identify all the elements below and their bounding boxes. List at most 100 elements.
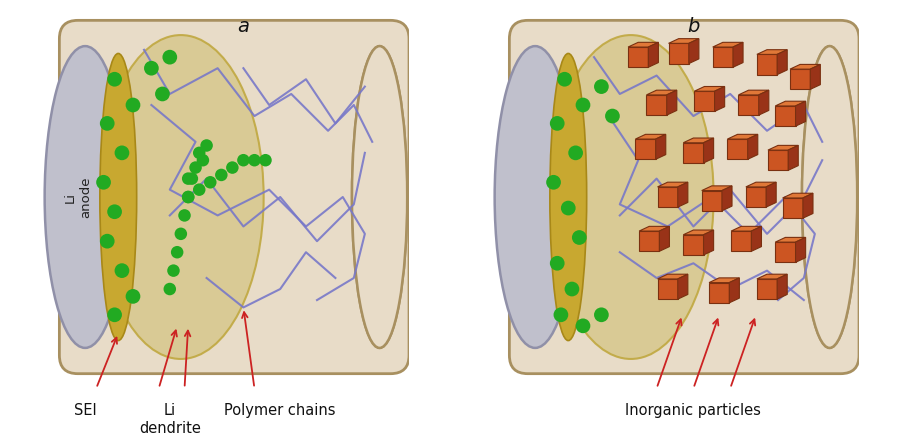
Ellipse shape <box>352 46 407 348</box>
Ellipse shape <box>550 54 587 340</box>
Polygon shape <box>727 134 758 139</box>
Polygon shape <box>746 187 766 207</box>
Circle shape <box>193 147 205 159</box>
Circle shape <box>126 289 140 304</box>
Polygon shape <box>768 145 798 150</box>
Polygon shape <box>694 91 715 111</box>
Polygon shape <box>628 47 648 67</box>
Ellipse shape <box>98 35 264 359</box>
Polygon shape <box>783 193 813 198</box>
Polygon shape <box>660 226 670 251</box>
Ellipse shape <box>802 46 857 348</box>
Polygon shape <box>694 87 724 91</box>
Polygon shape <box>678 274 688 299</box>
Polygon shape <box>731 231 752 251</box>
Polygon shape <box>775 237 806 242</box>
Polygon shape <box>757 55 777 74</box>
Circle shape <box>164 283 176 295</box>
Ellipse shape <box>548 35 714 359</box>
Circle shape <box>193 184 205 196</box>
Circle shape <box>557 72 572 87</box>
Text: Polymer chains: Polymer chains <box>224 403 336 418</box>
Polygon shape <box>757 274 788 279</box>
Text: b: b <box>688 16 699 36</box>
Polygon shape <box>796 101 806 126</box>
Polygon shape <box>658 279 678 299</box>
Polygon shape <box>704 230 714 255</box>
Circle shape <box>215 169 228 181</box>
Polygon shape <box>783 198 803 218</box>
Polygon shape <box>658 187 678 207</box>
FancyBboxPatch shape <box>59 20 409 374</box>
Polygon shape <box>722 186 732 211</box>
Polygon shape <box>639 231 660 251</box>
Circle shape <box>107 307 122 322</box>
Polygon shape <box>669 39 699 43</box>
Polygon shape <box>648 42 659 67</box>
Circle shape <box>96 175 111 190</box>
Polygon shape <box>752 226 761 251</box>
Circle shape <box>237 154 249 166</box>
Circle shape <box>189 162 202 174</box>
Circle shape <box>568 145 583 160</box>
Ellipse shape <box>100 54 137 340</box>
Polygon shape <box>788 145 798 170</box>
Circle shape <box>178 209 191 222</box>
Circle shape <box>201 139 213 152</box>
Circle shape <box>107 72 122 87</box>
Polygon shape <box>796 237 806 262</box>
Polygon shape <box>702 186 732 191</box>
Polygon shape <box>709 278 740 283</box>
Polygon shape <box>683 230 714 235</box>
FancyBboxPatch shape <box>509 20 859 374</box>
Circle shape <box>554 307 568 322</box>
Ellipse shape <box>352 46 407 348</box>
Circle shape <box>550 116 564 131</box>
Circle shape <box>182 191 194 203</box>
Circle shape <box>550 256 564 271</box>
Polygon shape <box>775 101 806 106</box>
Polygon shape <box>646 90 677 95</box>
Polygon shape <box>790 69 810 89</box>
Polygon shape <box>759 90 769 115</box>
Polygon shape <box>790 65 820 69</box>
Text: Li
dendrite: Li dendrite <box>139 403 201 433</box>
Circle shape <box>259 154 272 166</box>
Circle shape <box>546 175 561 190</box>
Polygon shape <box>704 138 714 163</box>
Polygon shape <box>810 65 820 89</box>
Polygon shape <box>803 193 813 218</box>
Polygon shape <box>688 39 699 64</box>
Text: Inorganic particles: Inorganic particles <box>626 403 761 418</box>
Polygon shape <box>713 42 743 47</box>
Circle shape <box>594 79 608 94</box>
Ellipse shape <box>45 46 126 348</box>
Polygon shape <box>746 182 776 187</box>
Circle shape <box>605 109 620 123</box>
Polygon shape <box>702 191 722 211</box>
Circle shape <box>107 204 122 219</box>
Polygon shape <box>775 106 796 126</box>
Polygon shape <box>777 274 788 299</box>
Circle shape <box>167 265 180 277</box>
Polygon shape <box>658 274 688 279</box>
Circle shape <box>197 154 209 166</box>
Polygon shape <box>739 95 759 115</box>
Circle shape <box>114 145 130 160</box>
Circle shape <box>175 228 187 240</box>
Circle shape <box>126 98 140 112</box>
Polygon shape <box>768 150 788 170</box>
Polygon shape <box>669 43 689 64</box>
Polygon shape <box>713 47 733 67</box>
Circle shape <box>576 98 590 112</box>
Ellipse shape <box>802 46 857 348</box>
Circle shape <box>100 116 114 131</box>
Circle shape <box>204 176 217 188</box>
Text: Li
anode: Li anode <box>64 176 92 218</box>
Circle shape <box>564 282 580 296</box>
Polygon shape <box>775 242 796 262</box>
Polygon shape <box>646 95 667 115</box>
Polygon shape <box>678 182 688 207</box>
Circle shape <box>576 319 590 333</box>
Circle shape <box>185 172 198 185</box>
